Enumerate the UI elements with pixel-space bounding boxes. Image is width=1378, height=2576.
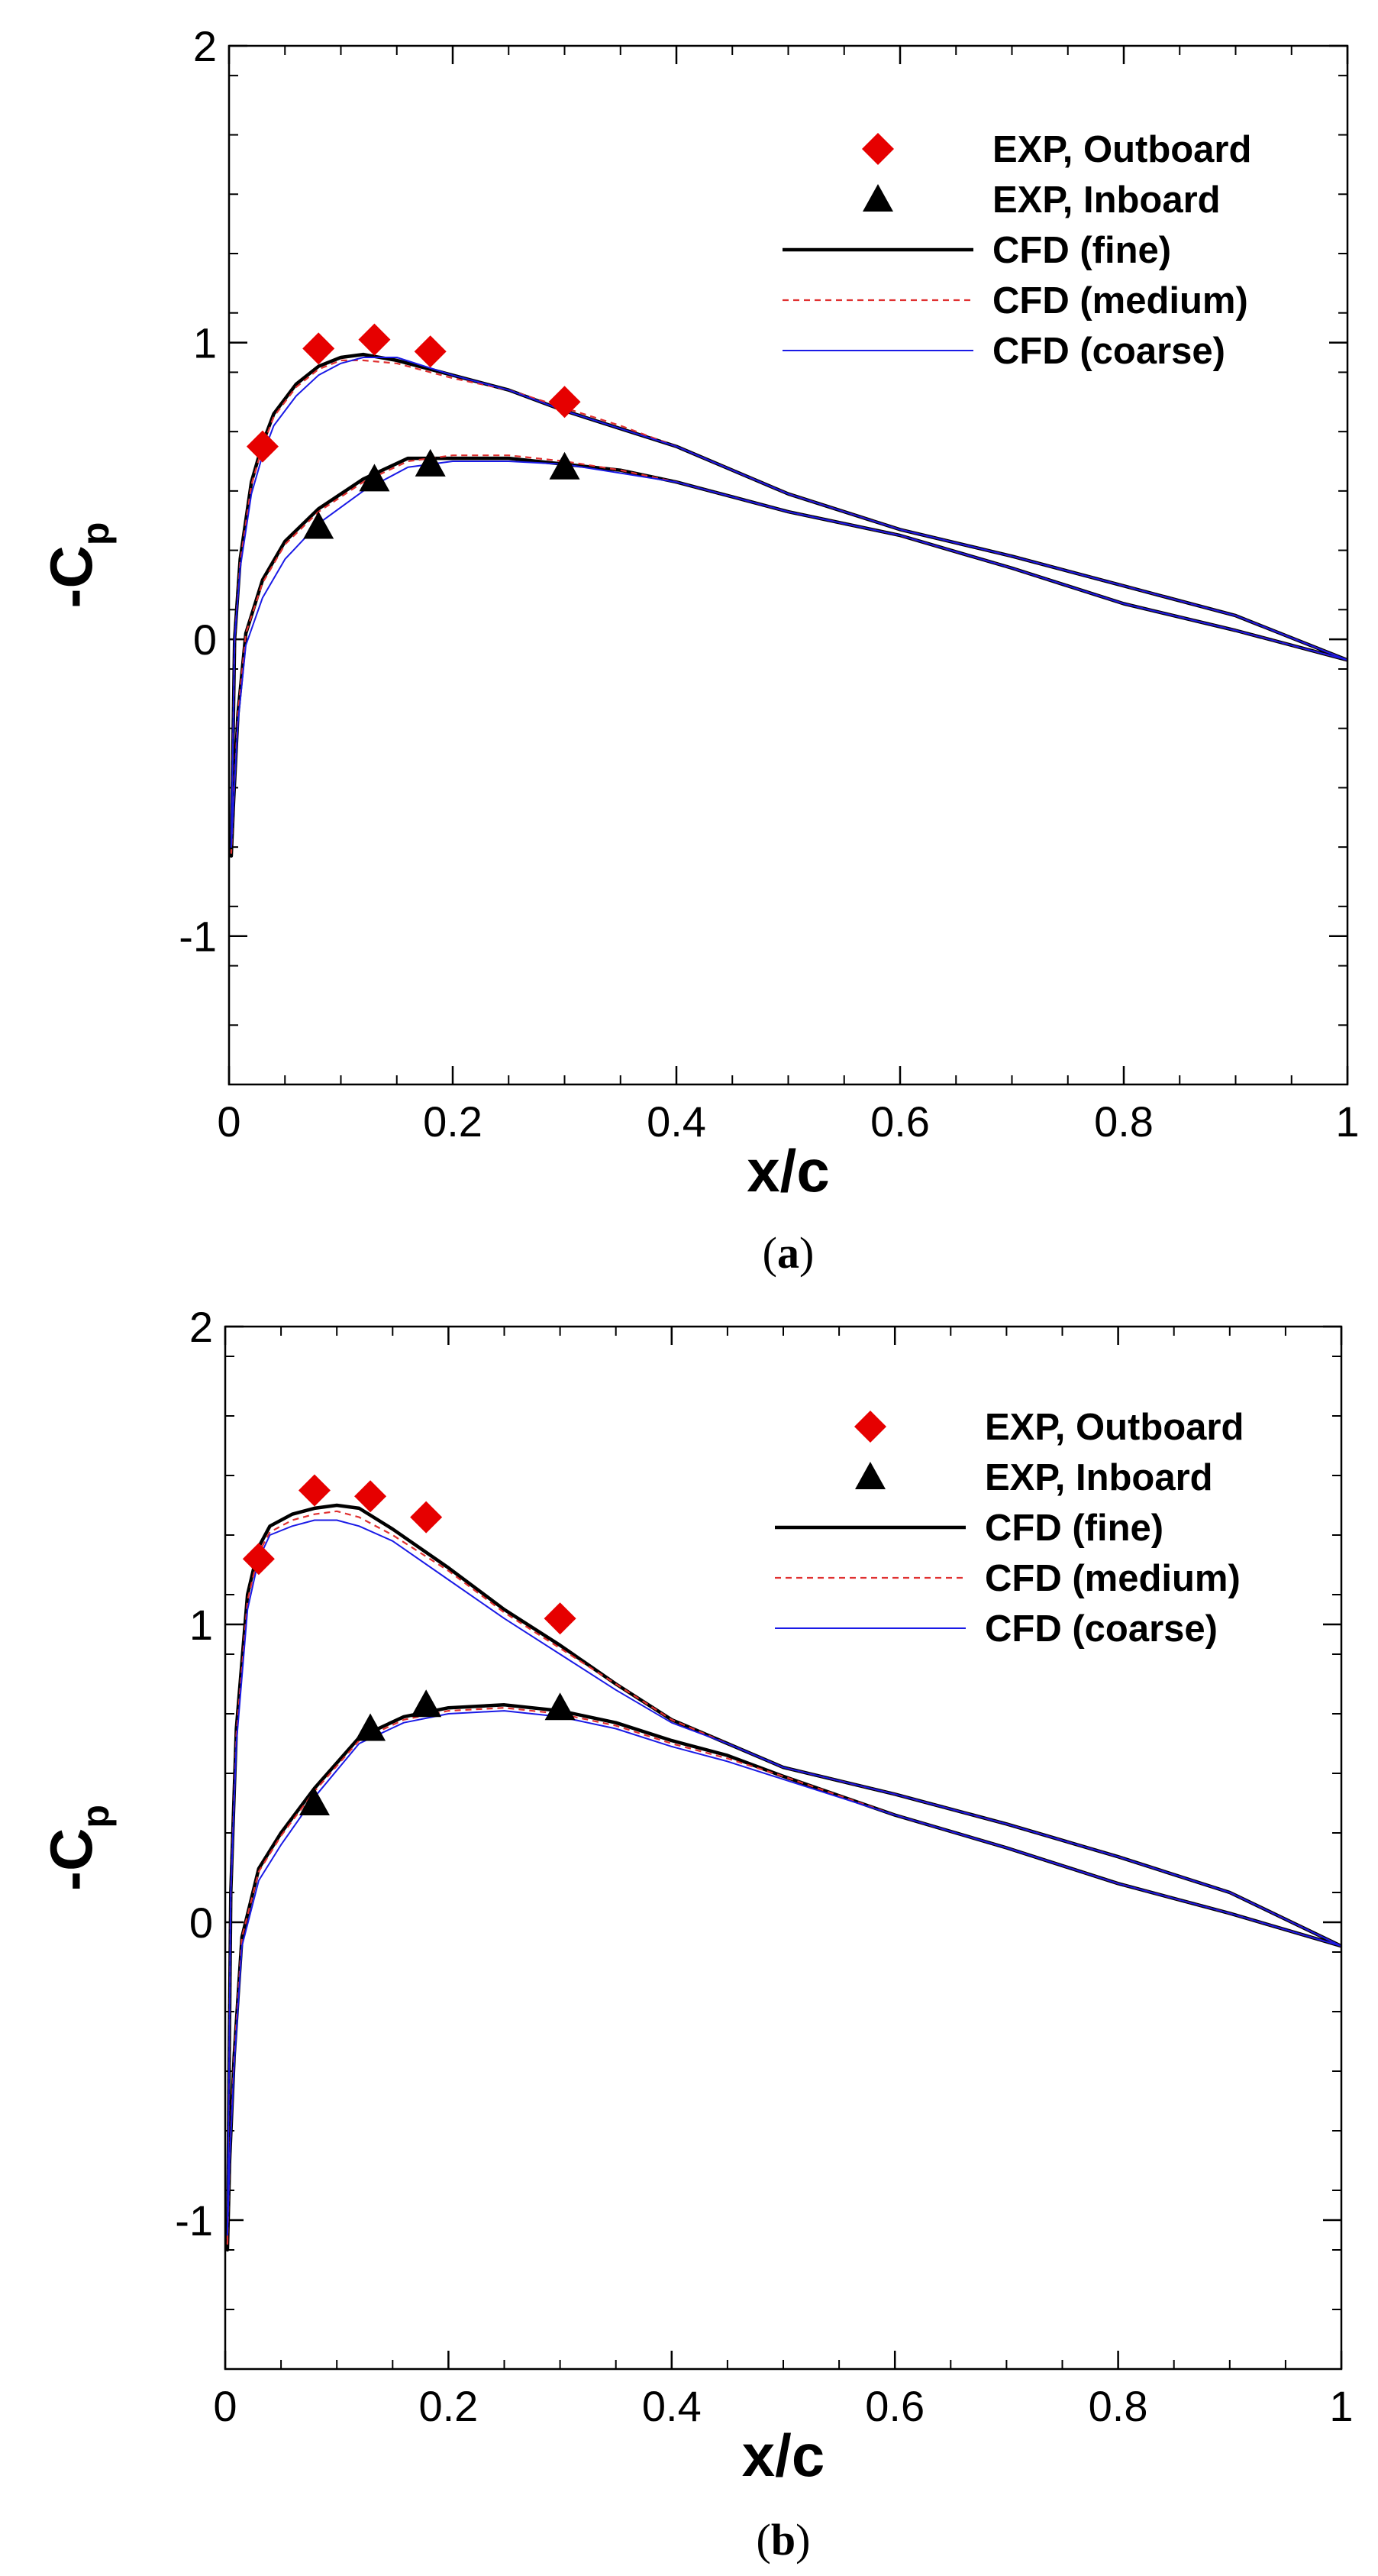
exp-outboard-marker xyxy=(302,332,335,365)
marker-group xyxy=(246,323,581,463)
legend-label: CFD (coarse) xyxy=(985,1608,1218,1650)
legend-symbol-triangle xyxy=(855,1462,886,1489)
caption-close: ) xyxy=(799,1228,814,1278)
y-tick-label: 0 xyxy=(189,1899,213,1947)
series-line-cfd-medium xyxy=(230,359,1347,855)
exp-outboard-marker xyxy=(544,1602,576,1635)
exp-inboard-marker xyxy=(299,1788,330,1815)
series-group xyxy=(229,352,1347,858)
y-axis-label-subscript: p xyxy=(74,522,117,546)
y-tick-label: -1 xyxy=(179,913,217,961)
caption-close: ) xyxy=(795,2515,810,2565)
y-tick-label: 2 xyxy=(193,22,217,70)
x-tick-label: 1 xyxy=(1329,2382,1353,2430)
exp-outboard-marker xyxy=(414,335,447,368)
legend-label: CFD (fine) xyxy=(992,230,1171,271)
x-axis-label: x/c xyxy=(742,2422,825,2489)
y-tick-label: 1 xyxy=(193,319,217,367)
legend: EXP, Outboard EXP, Inboard CFD (fine) CFD (… xyxy=(775,1407,1244,1650)
x-tick-label: 0 xyxy=(213,2382,237,2430)
y-tick-label: 0 xyxy=(193,616,217,664)
exp-outboard-marker xyxy=(548,386,581,419)
exp-inboard-marker xyxy=(303,511,334,539)
exp-outboard-marker xyxy=(358,323,391,356)
chart-a: 0 0.2 0.4 0.6 0.8 1 -1 0 1 2 EXP, Outboard EXP, Inb… xyxy=(37,22,1360,1278)
x-tick-label: 0.2 xyxy=(423,1097,482,1146)
caption-open: ( xyxy=(757,2515,771,2565)
legend-label: EXP, Outboard xyxy=(992,129,1251,170)
legend-label: CFD (fine) xyxy=(985,1508,1163,1549)
y-tick-label: -1 xyxy=(175,2196,213,2245)
exp-inboard-marker xyxy=(355,1713,386,1741)
minor-ticks xyxy=(228,46,1348,1085)
exp-inboard-marker xyxy=(544,1692,576,1721)
exp-inboard-marker xyxy=(549,451,580,480)
series-line-cfd-coarse xyxy=(230,357,1347,848)
y-axis-label: -Cp xyxy=(37,522,117,609)
x-tick-label: 0.6 xyxy=(865,2382,925,2430)
panel-caption: (b) xyxy=(757,2515,811,2565)
series-line-cfd-coarse xyxy=(226,1519,1341,2236)
marker-group xyxy=(242,1474,576,1635)
exp-outboard-marker xyxy=(410,1501,443,1534)
x-tick-label: 0.4 xyxy=(647,1097,706,1146)
legend: EXP, Outboard EXP, Inboard CFD (fine) CFD (… xyxy=(783,129,1251,372)
x-tick-label: 0.6 xyxy=(870,1097,930,1146)
y-axis-label-main: -C xyxy=(37,1828,105,1891)
chart-b: 0 0.2 0.4 0.6 0.8 1 -1 0 1 2 EXP, Outboard EXP, Inb… xyxy=(37,1303,1354,2565)
x-tick-label: 0.8 xyxy=(1094,1097,1154,1146)
x-tick-label: 0.2 xyxy=(418,2382,478,2430)
exp-inboard-marker xyxy=(415,448,446,477)
exp-outboard-marker xyxy=(298,1474,331,1507)
x-tick-label: 0.4 xyxy=(642,2382,702,2430)
legend-label: EXP, Inboard xyxy=(992,179,1221,221)
y-tick-label: 2 xyxy=(189,1303,213,1351)
panel-caption: (a) xyxy=(763,1228,815,1278)
exp-inboard-marker xyxy=(411,1689,442,1718)
y-axis-label-subscript: p xyxy=(74,1805,117,1828)
x-axis-label: x/c xyxy=(747,1137,829,1204)
y-axis-label-main: -C xyxy=(37,545,105,608)
exp-inboard-marker xyxy=(359,464,390,492)
x-tick-label: 0 xyxy=(217,1097,240,1146)
legend-symbol-triangle xyxy=(863,184,893,212)
caption-letter: a xyxy=(777,1228,799,1278)
plot-frame xyxy=(224,1325,1343,2371)
exp-outboard-marker xyxy=(354,1480,387,1513)
legend-label: EXP, Outboard xyxy=(985,1407,1244,1448)
series-group xyxy=(225,1503,1341,2252)
x-tick-label: 1 xyxy=(1335,1097,1359,1146)
legend-symbol-diamond xyxy=(862,133,894,165)
series-line-cfd-fine xyxy=(229,352,1347,858)
caption-open: ( xyxy=(763,1228,777,1278)
marker-group xyxy=(299,1689,576,1815)
legend-label: CFD (coarse) xyxy=(992,331,1225,372)
exp-outboard-marker xyxy=(242,1543,275,1576)
marker-group xyxy=(303,448,580,539)
y-axis-label: -Cp xyxy=(37,1805,117,1891)
y-tick-label: 1 xyxy=(189,1601,213,1649)
x-tick-label: 0.8 xyxy=(1089,2382,1148,2430)
legend-label: CFD (medium) xyxy=(992,280,1248,322)
plot-frame xyxy=(228,44,1349,1086)
legend-label: EXP, Inboard xyxy=(985,1457,1213,1498)
exp-outboard-marker xyxy=(246,430,279,463)
legend-symbol-diamond xyxy=(854,1411,886,1443)
legend-label: CFD (medium) xyxy=(985,1558,1241,1599)
caption-letter: b xyxy=(771,2515,795,2565)
